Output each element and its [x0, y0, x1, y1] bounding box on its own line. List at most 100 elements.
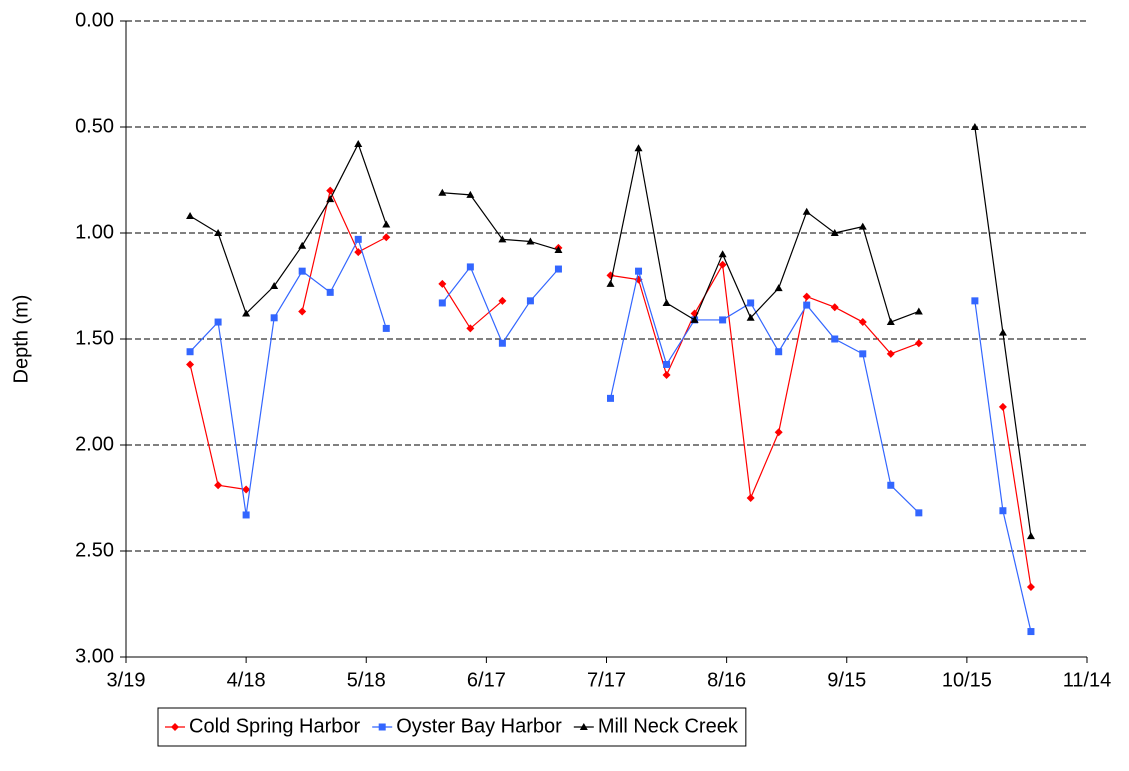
marker [354, 139, 363, 147]
marker [830, 229, 839, 236]
marker [859, 350, 867, 358]
marker [579, 723, 588, 730]
x-tick-label: 4/18 [227, 669, 266, 691]
marker [382, 220, 391, 228]
marker [554, 245, 563, 253]
marker [914, 307, 923, 315]
marker [186, 212, 195, 220]
marker [270, 314, 278, 322]
marker [214, 318, 222, 326]
marker [998, 402, 1007, 411]
marker [171, 723, 179, 731]
marker [746, 494, 755, 502]
y-tick-label: 2.50 [75, 539, 114, 561]
x-tick-label: 7/17 [587, 669, 626, 691]
marker [999, 507, 1007, 515]
legend-label: Cold Spring Harbor [189, 715, 361, 737]
marker [186, 348, 194, 356]
y-axis-label: Depth (m) [10, 295, 32, 384]
marker [662, 371, 671, 380]
marker [971, 297, 979, 305]
marker [663, 360, 671, 368]
marker [915, 509, 923, 517]
y-tick-label: 1.50 [75, 327, 114, 349]
marker [498, 296, 507, 305]
marker [830, 303, 839, 312]
marker [1027, 628, 1035, 636]
marker [1026, 583, 1035, 592]
y-tick-label: 0.50 [75, 115, 114, 137]
x-tick-label: 9/15 [827, 669, 866, 691]
marker [635, 267, 643, 275]
marker [242, 485, 251, 494]
marker [298, 307, 307, 316]
marker [526, 297, 534, 305]
marker [466, 190, 475, 198]
x-tick-label: 6/17 [467, 669, 506, 691]
marker [326, 195, 335, 203]
marker [886, 318, 895, 326]
marker [498, 235, 507, 243]
marker [914, 339, 923, 348]
marker [719, 316, 727, 324]
marker [858, 318, 867, 327]
marker [634, 144, 643, 152]
marker [270, 282, 279, 289]
marker [298, 241, 307, 249]
marker [438, 188, 447, 196]
marker [382, 233, 391, 242]
marker [802, 292, 811, 301]
marker [998, 328, 1007, 336]
x-tick-label: 5/18 [347, 669, 386, 691]
marker [886, 349, 895, 358]
marker [774, 284, 783, 292]
y-tick-label: 3.00 [75, 645, 114, 667]
marker [606, 279, 615, 287]
marker [747, 299, 755, 307]
x-tick-label: 3/19 [107, 669, 146, 691]
marker [607, 394, 615, 402]
marker [326, 288, 334, 296]
marker [775, 348, 783, 356]
marker [242, 309, 251, 317]
marker [526, 237, 535, 245]
x-tick-label: 8/16 [707, 669, 746, 691]
legend-label: Oyster Bay Harbor [396, 715, 562, 737]
marker [354, 235, 362, 243]
legend: Cold Spring Harbor Oyster Bay Harbor Mill … [157, 707, 747, 747]
marker [970, 123, 979, 130]
marker [802, 207, 811, 215]
series-line [189, 237, 1032, 632]
marker [214, 481, 223, 490]
legend-box [157, 707, 747, 747]
marker [466, 324, 475, 333]
series-line [189, 188, 1032, 588]
marker [214, 229, 223, 236]
marker [690, 315, 699, 323]
marker [831, 335, 839, 343]
marker [887, 481, 895, 489]
legend-label: Mill Neck Creek [598, 715, 739, 737]
marker [466, 263, 474, 271]
marker [382, 324, 390, 332]
marker [858, 222, 867, 230]
marker [242, 511, 250, 519]
marker [438, 279, 447, 288]
y-tick-label: 0.00 [75, 9, 114, 31]
marker [354, 248, 363, 257]
marker [662, 298, 671, 306]
marker [718, 250, 727, 258]
x-tick-label: 11/14 [1063, 669, 1112, 691]
marker [438, 299, 446, 307]
marker [326, 186, 335, 195]
y-tick-label: 1.00 [75, 221, 114, 243]
marker [186, 360, 195, 369]
marker [298, 267, 306, 275]
series-line [189, 126, 1032, 537]
marker [1026, 532, 1035, 540]
marker [803, 301, 811, 309]
x-tick-label: 10/15 [942, 669, 992, 691]
y-tick-label: 2.00 [75, 433, 114, 455]
